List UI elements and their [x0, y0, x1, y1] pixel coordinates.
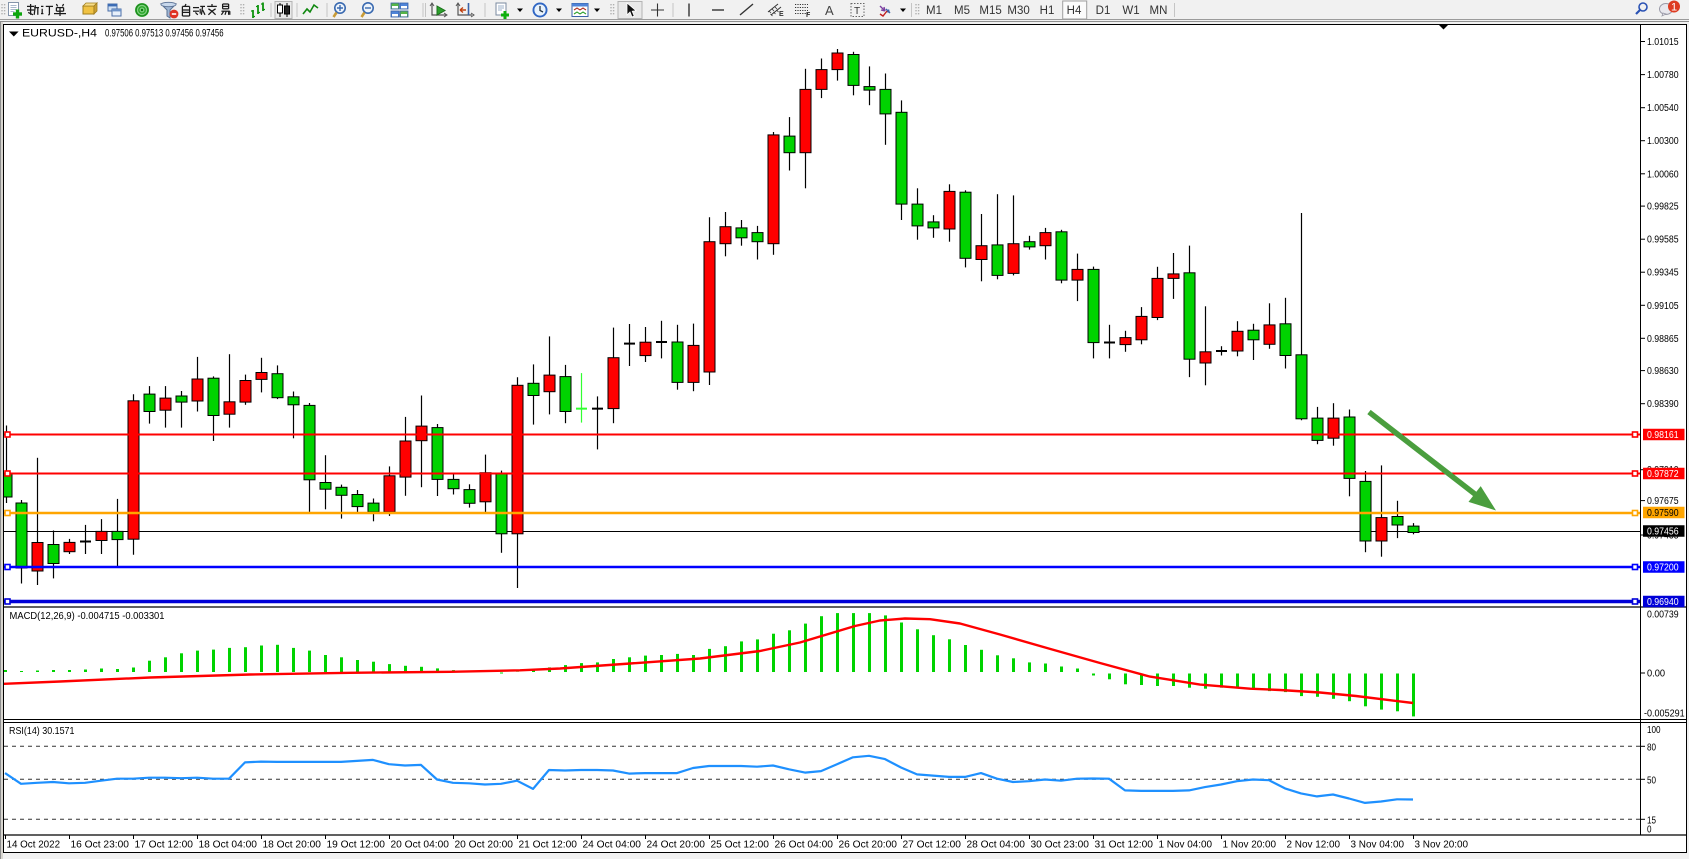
svg-text:-0.005291: -0.005291 [1644, 709, 1685, 720]
svg-text:1: 1 [1671, 2, 1677, 14]
svg-text:25 Oct 12:00: 25 Oct 12:00 [711, 839, 770, 851]
svg-text:26 Oct 04:00: 26 Oct 04:00 [775, 839, 834, 851]
svg-text:14 Oct 2022: 14 Oct 2022 [7, 839, 61, 851]
svg-text:15: 15 [1647, 815, 1656, 826]
svg-text:21 Oct 12:00: 21 Oct 12:00 [519, 839, 578, 851]
svg-text:0.98390: 0.98390 [1647, 399, 1679, 410]
svg-text:27 Oct 12:00: 27 Oct 12:00 [903, 839, 962, 851]
svg-text:1.00300: 1.00300 [1647, 136, 1679, 147]
svg-text:D1: D1 [1096, 5, 1111, 17]
svg-text:0.98630: 0.98630 [1647, 366, 1679, 377]
svg-text:3 Nov 04:00: 3 Nov 04:00 [1351, 839, 1405, 851]
svg-text:0.97506 0.97513 0.97456 0.9745: 0.97506 0.97513 0.97456 0.97456 [105, 28, 224, 40]
svg-text:20 Oct 20:00: 20 Oct 20:00 [455, 839, 514, 851]
svg-text:0.99345: 0.99345 [1647, 268, 1679, 279]
svg-text:1.00540: 1.00540 [1647, 103, 1679, 114]
svg-text:80: 80 [1647, 742, 1656, 753]
svg-text:17 Oct 12:00: 17 Oct 12:00 [135, 839, 194, 851]
svg-text:MACD(12,26,9) -0.004715 -0.003: MACD(12,26,9) -0.004715 -0.003301 [10, 610, 165, 622]
svg-text:1 Nov 04:00: 1 Nov 04:00 [1159, 839, 1213, 851]
svg-text:0.00: 0.00 [1647, 669, 1665, 680]
svg-text:50: 50 [1647, 775, 1656, 786]
svg-text:EURUSD-,H4: EURUSD-,H4 [22, 28, 97, 40]
svg-text:A: A [825, 3, 834, 18]
svg-text:E: E [779, 11, 784, 18]
svg-text:M5: M5 [954, 5, 970, 17]
svg-text:0.99105: 0.99105 [1647, 301, 1679, 312]
svg-text:RSI(14) 30.1571: RSI(14) 30.1571 [9, 725, 75, 737]
svg-text:0.97872: 0.97872 [1647, 469, 1679, 480]
svg-text:2 Nov 12:00: 2 Nov 12:00 [1287, 839, 1341, 851]
svg-text:0.98161: 0.98161 [1647, 430, 1679, 441]
svg-text:M1: M1 [926, 5, 942, 17]
svg-text:26 Oct 20:00: 26 Oct 20:00 [839, 839, 898, 851]
svg-text:0.97675: 0.97675 [1647, 496, 1679, 507]
svg-text:20 Oct 04:00: 20 Oct 04:00 [391, 839, 450, 851]
svg-text:0.99585: 0.99585 [1647, 235, 1679, 246]
svg-text:19 Oct 12:00: 19 Oct 12:00 [327, 839, 386, 851]
svg-text:24 Oct 20:00: 24 Oct 20:00 [647, 839, 706, 851]
svg-text:0: 0 [1647, 825, 1652, 836]
svg-text:16 Oct 23:00: 16 Oct 23:00 [71, 839, 130, 851]
svg-text:0.00739: 0.00739 [1647, 610, 1679, 621]
svg-text:0.97456: 0.97456 [1647, 527, 1679, 538]
svg-text:30 Oct 23:00: 30 Oct 23:00 [1031, 839, 1090, 851]
svg-text:31 Oct 12:00: 31 Oct 12:00 [1095, 839, 1154, 851]
svg-text:0.99825: 0.99825 [1647, 202, 1679, 213]
svg-text:F: F [806, 12, 811, 19]
svg-text:T: T [854, 6, 860, 17]
svg-text:0.97590: 0.97590 [1647, 508, 1679, 519]
svg-text:100: 100 [1647, 725, 1661, 736]
svg-text:0.97200: 0.97200 [1647, 563, 1679, 574]
svg-text:1.01015: 1.01015 [1647, 37, 1679, 48]
svg-text:W1: W1 [1122, 5, 1139, 17]
svg-text:18 Oct 20:00: 18 Oct 20:00 [263, 839, 322, 851]
svg-text:M30: M30 [1007, 5, 1029, 17]
svg-text:H1: H1 [1040, 5, 1055, 17]
svg-text:1.00780: 1.00780 [1647, 70, 1679, 81]
svg-text:0.98865: 0.98865 [1647, 334, 1679, 345]
svg-text:0.96940: 0.96940 [1647, 597, 1679, 608]
svg-text:1.00060: 1.00060 [1647, 169, 1679, 180]
svg-text:3 Nov 20:00: 3 Nov 20:00 [1415, 839, 1469, 851]
svg-text:24 Oct 04:00: 24 Oct 04:00 [583, 839, 642, 851]
svg-text:MN: MN [1150, 5, 1168, 17]
svg-text:M15: M15 [979, 5, 1001, 17]
svg-text:1 Nov 20:00: 1 Nov 20:00 [1223, 839, 1277, 851]
svg-text:H4: H4 [1067, 5, 1082, 17]
svg-text:18 Oct 04:00: 18 Oct 04:00 [199, 839, 258, 851]
svg-text:28 Oct 04:00: 28 Oct 04:00 [967, 839, 1026, 851]
